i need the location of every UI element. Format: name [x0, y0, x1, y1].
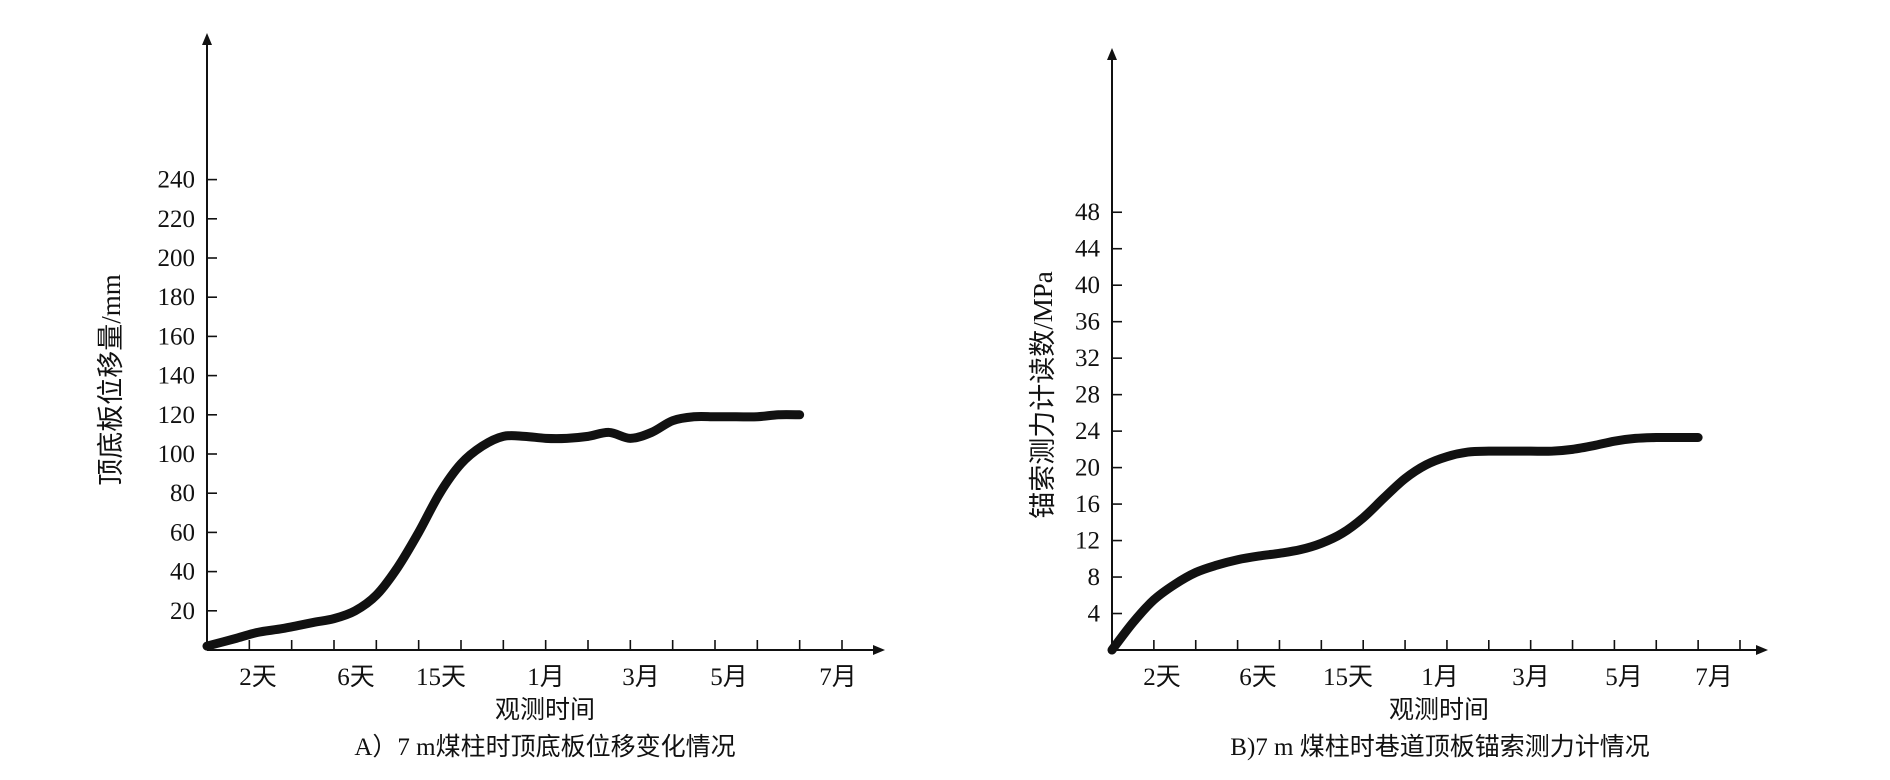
y-tick-label: 28	[1075, 382, 1100, 409]
figure-caption: B)7 m 煤柱时巷道顶板锚索测力计情况	[1230, 733, 1649, 761]
y-tick-label: 60	[170, 519, 195, 546]
y-tick-label: 140	[158, 363, 196, 390]
x-category-label: 15天	[1323, 664, 1373, 691]
y-tick-label: 16	[1075, 491, 1100, 518]
series-line	[1107, 432, 1703, 655]
y-axis-arrow	[202, 33, 212, 45]
y-tick-label: 100	[158, 441, 196, 468]
y-tick-label: 40	[170, 559, 195, 586]
x-category-label: 5月	[1605, 664, 1643, 691]
x-category-label: 1月	[527, 664, 565, 691]
y-tick-label: 40	[1075, 272, 1100, 299]
y-tick-label: 200	[158, 245, 196, 272]
y-tick-label: 8	[1088, 564, 1101, 591]
x-category-label: 7月	[1695, 664, 1733, 691]
y-tick-label: 160	[158, 323, 196, 350]
y-tick-label: 80	[170, 480, 195, 507]
y-tick-label: 24	[1075, 418, 1101, 445]
y-tick-label: 44	[1075, 236, 1101, 263]
y-axis-title: 锚索测力计读数/MPa	[1028, 271, 1058, 519]
y-tick-label: 48	[1075, 199, 1100, 226]
x-category-label: 15天	[416, 664, 466, 691]
chart-a: 20 40 60 80 100 120 140 160 180 200 220 240 2天 6天 15天 1…	[96, 33, 885, 761]
y-tick-label: 12	[1075, 528, 1100, 555]
y-tick-label: 20	[170, 598, 195, 625]
x-axis-title: 观测时间	[1389, 696, 1489, 724]
x-category-label: 2天	[239, 664, 277, 691]
y-tick-label: 220	[158, 206, 196, 233]
y-tick-label: 20	[1075, 455, 1100, 482]
series-line	[202, 410, 805, 651]
figure-caption: A）7 m煤柱时顶底板位移变化情况	[354, 733, 735, 761]
x-category-label: 3月	[622, 664, 660, 691]
x-category-label: 5月	[710, 664, 748, 691]
y-tick-label: 240	[158, 167, 196, 194]
y-tick-label: 180	[158, 284, 196, 311]
x-category-label: 6天	[337, 664, 375, 691]
x-category-label: 6天	[1239, 664, 1277, 691]
y-axis-arrow	[1107, 48, 1117, 60]
x-category-label: 3月	[1512, 664, 1550, 691]
y-tick-label: 4	[1088, 601, 1101, 628]
x-axis-arrow	[873, 645, 885, 655]
y-axis-title: 顶底板位移量/mm	[96, 274, 126, 486]
x-axis-title: 观测时间	[495, 696, 595, 724]
y-tick-label: 36	[1075, 309, 1100, 336]
x-category-label: 7月	[819, 664, 857, 691]
x-category-label: 1月	[1421, 664, 1459, 691]
x-axis-arrow	[1756, 645, 1768, 655]
y-tick-label: 120	[158, 402, 196, 429]
y-tick-label: 32	[1075, 345, 1100, 372]
x-category-label: 2天	[1143, 664, 1181, 691]
